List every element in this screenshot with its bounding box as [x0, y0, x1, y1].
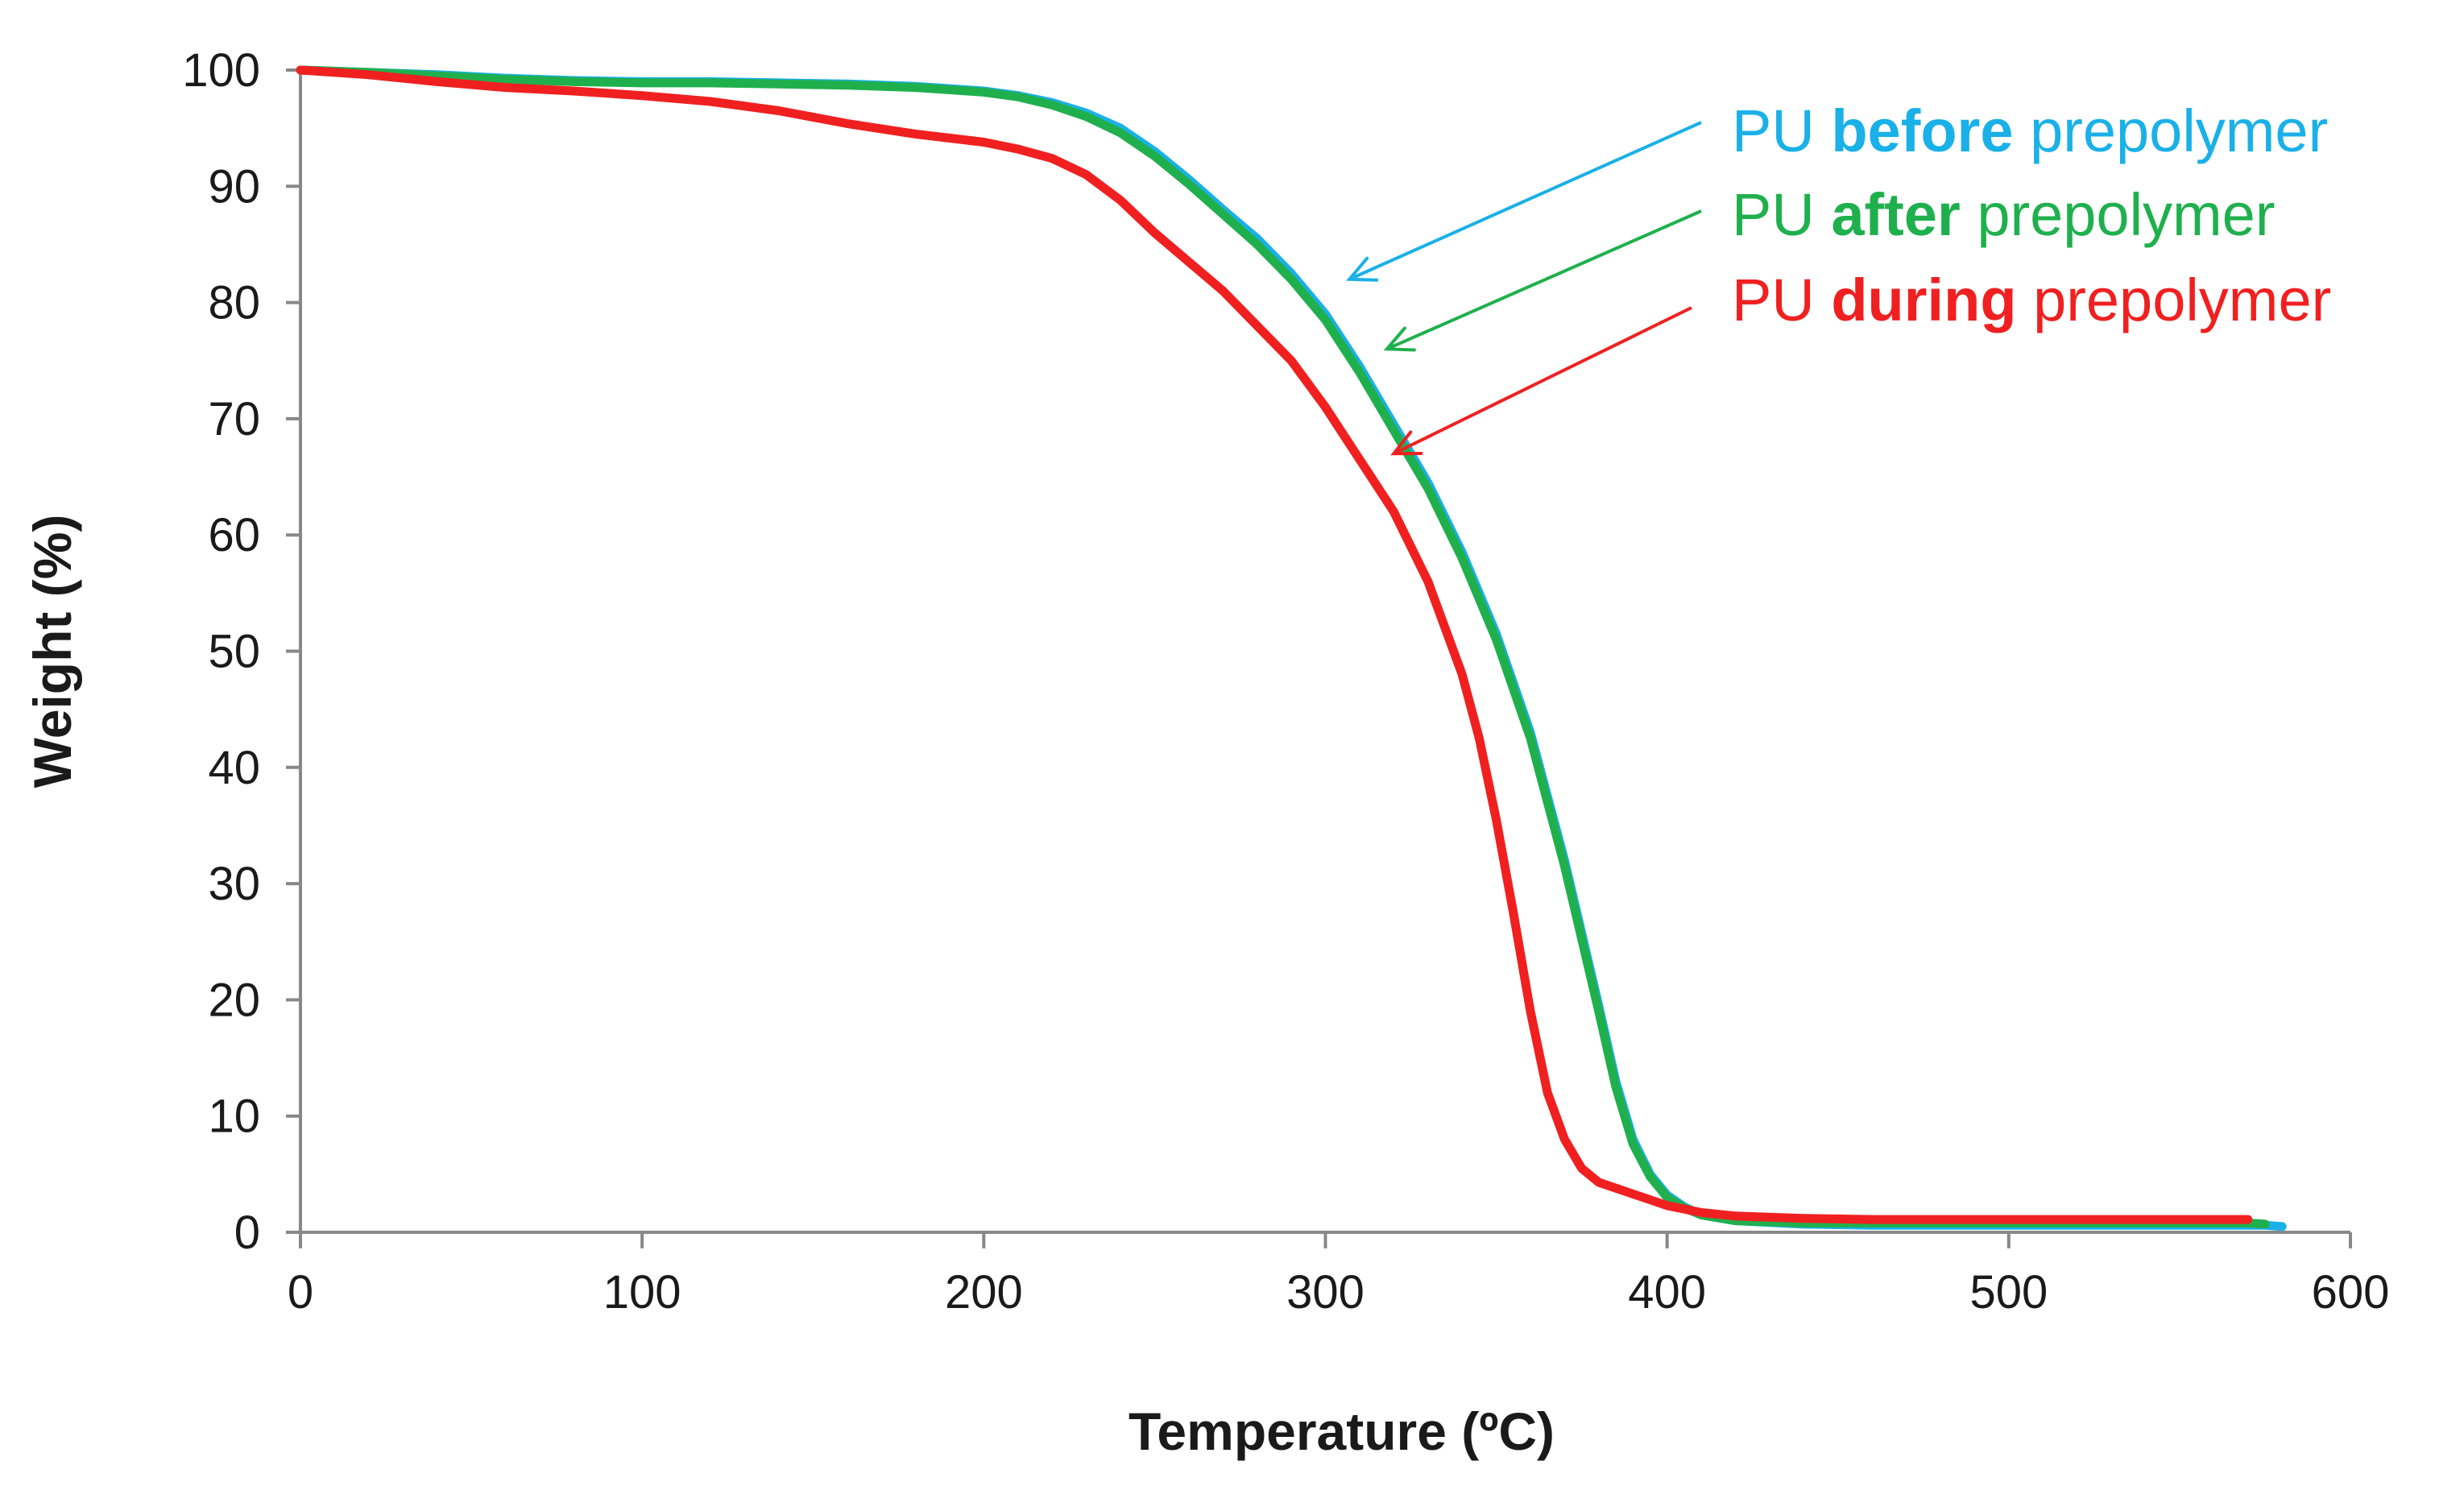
legend-label-prefix: PU [1732, 181, 1831, 248]
x-tick-label: 500 [1969, 1266, 2048, 1318]
x-tick-label: 100 [603, 1266, 681, 1318]
x-tick-label: 300 [1286, 1266, 1365, 1318]
legend-label-prefix: PU [1732, 97, 1831, 164]
y-tick-label: 100 [182, 44, 260, 97]
y-tick-label: 10 [208, 1091, 260, 1143]
legend-arrow-head [1345, 256, 1379, 282]
y-ticks: 0 10 20 30 40 50 60 70 80 90 100 [182, 44, 300, 1259]
y-tick-label: 50 [208, 626, 260, 678]
legend-item-before: PU before prepolymer [1345, 97, 2328, 282]
x-axis-title: Temperature (ºC) [1128, 1401, 1555, 1461]
legend-arrow-head [1390, 430, 1423, 456]
legend-arrow-line [1386, 209, 1702, 351]
legend-label-bold: before [1831, 97, 2013, 164]
y-axis-title: Weight (%) [23, 515, 82, 789]
legend-arrow-line [1348, 121, 1702, 281]
x-tick-label: 200 [945, 1266, 1023, 1318]
y-tick-label: 0 [234, 1207, 260, 1259]
legend-label: PU during prepolymer [1732, 267, 2331, 333]
y-tick-label: 80 [208, 277, 260, 329]
y-tick-label: 20 [208, 974, 260, 1026]
legend-label-suffix: prepolymer [1961, 181, 2276, 248]
legend-item-after: PU after prepolymer [1383, 181, 2275, 352]
legend-label-prefix: PU [1732, 267, 1831, 333]
legend-label-bold: during [1831, 267, 2016, 333]
series-group [296, 65, 2287, 1231]
legend-arrow-line [1393, 306, 1692, 455]
legend-item-during: PU during prepolymer [1390, 267, 2331, 456]
series-line-during [296, 65, 2253, 1224]
legend-label: PU after prepolymer [1732, 181, 2275, 248]
legend-label-suffix: prepolymer [2017, 267, 2332, 333]
y-tick-label: 30 [208, 858, 260, 910]
legend-arrow-head [1383, 326, 1416, 352]
legend-label-suffix: prepolymer [2014, 97, 2329, 164]
x-tick-label: 400 [1628, 1266, 1706, 1318]
y-tick-label: 70 [208, 393, 260, 445]
x-ticks: 0 100 200 300 400 500 600 [288, 1232, 2390, 1318]
legend-label-bold: after [1831, 181, 1960, 248]
y-tick-label: 40 [208, 742, 260, 794]
legend-label: PU before prepolymer [1732, 97, 2328, 164]
x-tick-label: 600 [2312, 1266, 2390, 1318]
y-tick-label: 60 [208, 509, 260, 561]
x-tick-label: 0 [288, 1266, 313, 1318]
y-tick-label: 90 [208, 160, 260, 213]
